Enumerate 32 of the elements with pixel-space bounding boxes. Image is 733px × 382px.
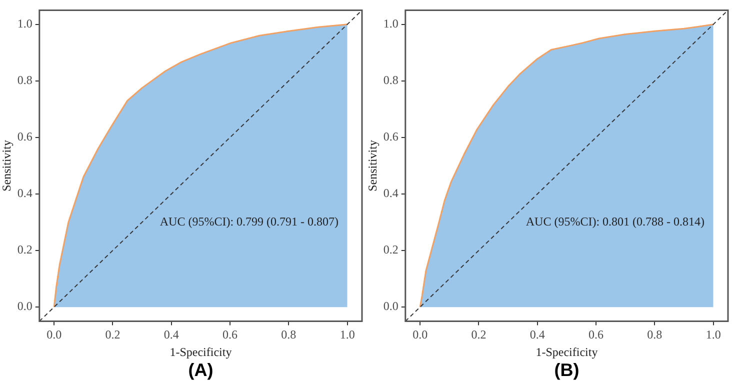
- x-tick-label: 1.0: [706, 328, 721, 342]
- x-tick-label: 0.6: [222, 328, 238, 342]
- x-axis-title: 1-Specificity: [170, 344, 232, 359]
- y-axis-title: Sensitivity: [365, 140, 380, 192]
- y-tick-label: 0.6: [17, 130, 32, 144]
- y-tick-label: 0.6: [383, 130, 398, 144]
- y-tick-label: 0.4: [17, 186, 32, 200]
- y-tick-label: 0.8: [383, 73, 398, 88]
- x-axis-title: 1-Specificity: [536, 344, 598, 359]
- y-tick-label: 0.2: [383, 242, 398, 257]
- y-tick-label: 0.4: [383, 186, 398, 200]
- annotation: AUC (95%CI): 0.801 (0.788 - 0.814): [526, 214, 705, 228]
- annotation: AUC (95%CI): 0.799 (0.791 - 0.807): [160, 214, 339, 228]
- y-tick-label: 0.2: [17, 242, 32, 257]
- x-tick-label: 0.2: [105, 328, 120, 342]
- y-axis-title: Sensitivity: [0, 140, 14, 192]
- y-tick-label: 0.8: [17, 73, 32, 88]
- x-tick-label: 0.0: [46, 328, 62, 342]
- x-tick-label: 0.6: [588, 328, 604, 342]
- y-tick-label: 0.0: [383, 299, 398, 314]
- text: (B): [554, 360, 580, 380]
- x-tick-label: 1.0: [340, 328, 355, 342]
- x-tick-label: 0.2: [471, 328, 486, 342]
- x-tick-label: 0.4: [530, 328, 545, 342]
- y-tick-label: 0.0: [17, 299, 32, 314]
- y-tick-label: 1.0: [17, 16, 32, 30]
- x-tick-label: 0.8: [647, 328, 662, 342]
- x-tick-label: 0.8: [281, 328, 296, 342]
- x-tick-label: 0.0: [412, 328, 428, 342]
- y-tick-label: 1.0: [383, 16, 398, 30]
- x-tick-label: 0.4: [164, 328, 179, 342]
- text: (A): [188, 360, 214, 380]
